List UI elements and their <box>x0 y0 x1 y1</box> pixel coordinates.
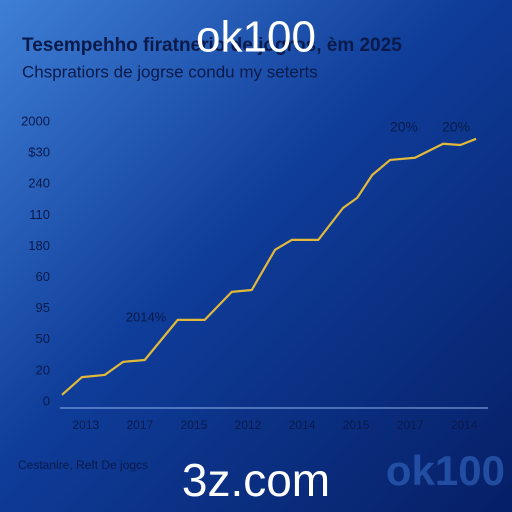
x-tick-label: 2017 <box>397 418 424 432</box>
x-tick-label: 2012 <box>235 418 262 432</box>
y-tick-label: 240 <box>28 176 50 191</box>
y-tick-label: 180 <box>28 238 50 253</box>
annotation: 20% <box>390 119 418 135</box>
y-tick-label: 50 <box>36 331 50 346</box>
x-tick-label: 2014 <box>289 418 316 432</box>
annotation: 20% <box>442 119 470 135</box>
x-tick-label: 2015 <box>181 418 208 432</box>
y-tick-label: 2000 <box>21 113 50 128</box>
y-tick-label: 20 <box>36 362 50 377</box>
footer: Cestanire, Reft De jogcs <box>18 458 148 472</box>
chart-subtitle: Chspratiors de jogrse condu my seterts <box>22 62 318 81</box>
y-tick-label: 0 <box>43 393 50 408</box>
chart-title: Tesempehho firatnerio de jogros, èm 2025 <box>22 35 402 56</box>
y-tick-label: $30 <box>28 145 50 160</box>
x-tick-label: 2014 <box>451 418 478 432</box>
x-tick-label: 2013 <box>72 418 99 432</box>
x-tick-label: 2015 <box>343 418 370 432</box>
y-tick-label: 60 <box>36 269 50 284</box>
watermark: 3z.com <box>182 454 330 506</box>
y-tick-label: 110 <box>29 207 50 222</box>
data-line <box>61 137 477 396</box>
y-tick-label: 95 <box>36 300 50 315</box>
watermark: ok100 <box>386 447 505 494</box>
watermark: ok100 <box>196 13 316 62</box>
annotation: 2014% <box>126 309 167 324</box>
x-tick-label: 2017 <box>126 418 153 432</box>
